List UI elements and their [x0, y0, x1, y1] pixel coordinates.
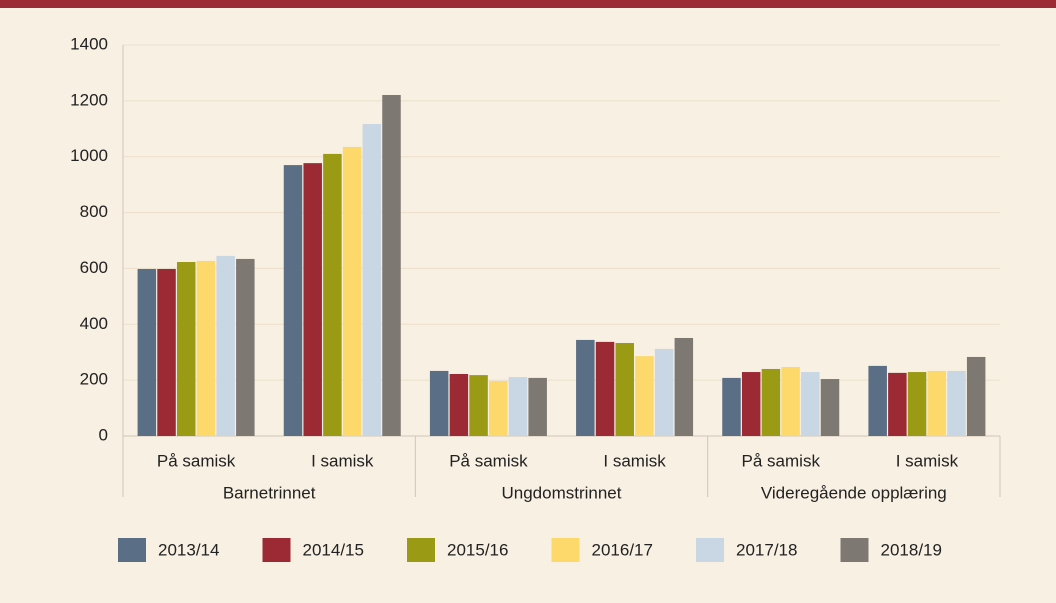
legend-swatch: [696, 538, 724, 562]
legend-swatch: [262, 538, 291, 562]
bar: [283, 165, 303, 437]
bar: [615, 342, 634, 436]
y-tick-label: 800: [80, 202, 108, 221]
group-label: Videregående opplæring: [761, 483, 947, 502]
y-tick-label: 1400: [70, 34, 108, 53]
bar: [722, 377, 741, 436]
y-tick-label: 200: [80, 370, 108, 389]
y-tick-label: 600: [80, 258, 108, 277]
bar: [236, 258, 255, 436]
bar: [382, 94, 401, 437]
bar: [196, 260, 216, 436]
bar: [595, 341, 615, 436]
bar: [216, 255, 235, 436]
bar: [137, 268, 157, 436]
bar: [781, 367, 800, 436]
bar: [362, 124, 382, 437]
legend-swatch: [407, 538, 435, 562]
legend-label: 2014/15: [303, 540, 364, 559]
legend-label: 2016/17: [592, 540, 653, 559]
bar: [469, 375, 488, 436]
x-tick-label: I samisk: [603, 451, 666, 470]
bar: [176, 262, 196, 436]
bar: [761, 368, 781, 436]
y-tick-label: 1200: [70, 90, 108, 109]
x-tick-label: I samisk: [896, 451, 959, 470]
bar: [801, 372, 820, 436]
legend-label: 2017/18: [736, 540, 797, 559]
bar: [449, 373, 469, 436]
bar: [508, 377, 528, 436]
bar: [927, 370, 947, 436]
x-tick-label: På samisk: [742, 451, 821, 470]
legend-label: 2013/14: [158, 540, 219, 559]
bar: [654, 348, 674, 436]
bar: [674, 337, 694, 436]
y-tick-label: 1000: [70, 146, 108, 165]
x-tick-label: På samisk: [157, 451, 236, 470]
bar: [342, 146, 362, 437]
bar: [635, 356, 654, 436]
legend-swatch: [840, 538, 869, 562]
bar: [966, 356, 986, 436]
bar: [888, 372, 907, 436]
bar: [907, 372, 927, 436]
bar: [489, 380, 508, 436]
group-label: Barnetrinnet: [223, 483, 316, 502]
bar: [576, 339, 595, 436]
legend-label: 2015/16: [447, 540, 508, 559]
top-bar: [0, 0, 1056, 8]
legend-swatch: [118, 538, 146, 562]
legend-swatch: [551, 538, 580, 562]
y-tick-label: 400: [80, 314, 108, 333]
bar: [947, 370, 966, 436]
bar: [868, 365, 887, 436]
bar: [820, 379, 840, 436]
legend-label: 2018/19: [881, 540, 942, 559]
bar: [323, 153, 342, 436]
group-label: Ungdomstrinnet: [501, 483, 621, 502]
bar: [528, 377, 547, 436]
bar: [741, 372, 761, 436]
x-tick-label: I samisk: [311, 451, 374, 470]
bar: [303, 163, 322, 436]
bar: [157, 268, 176, 436]
bar: [429, 370, 449, 436]
y-tick-label: 0: [99, 425, 108, 444]
x-tick-label: På samisk: [449, 451, 528, 470]
